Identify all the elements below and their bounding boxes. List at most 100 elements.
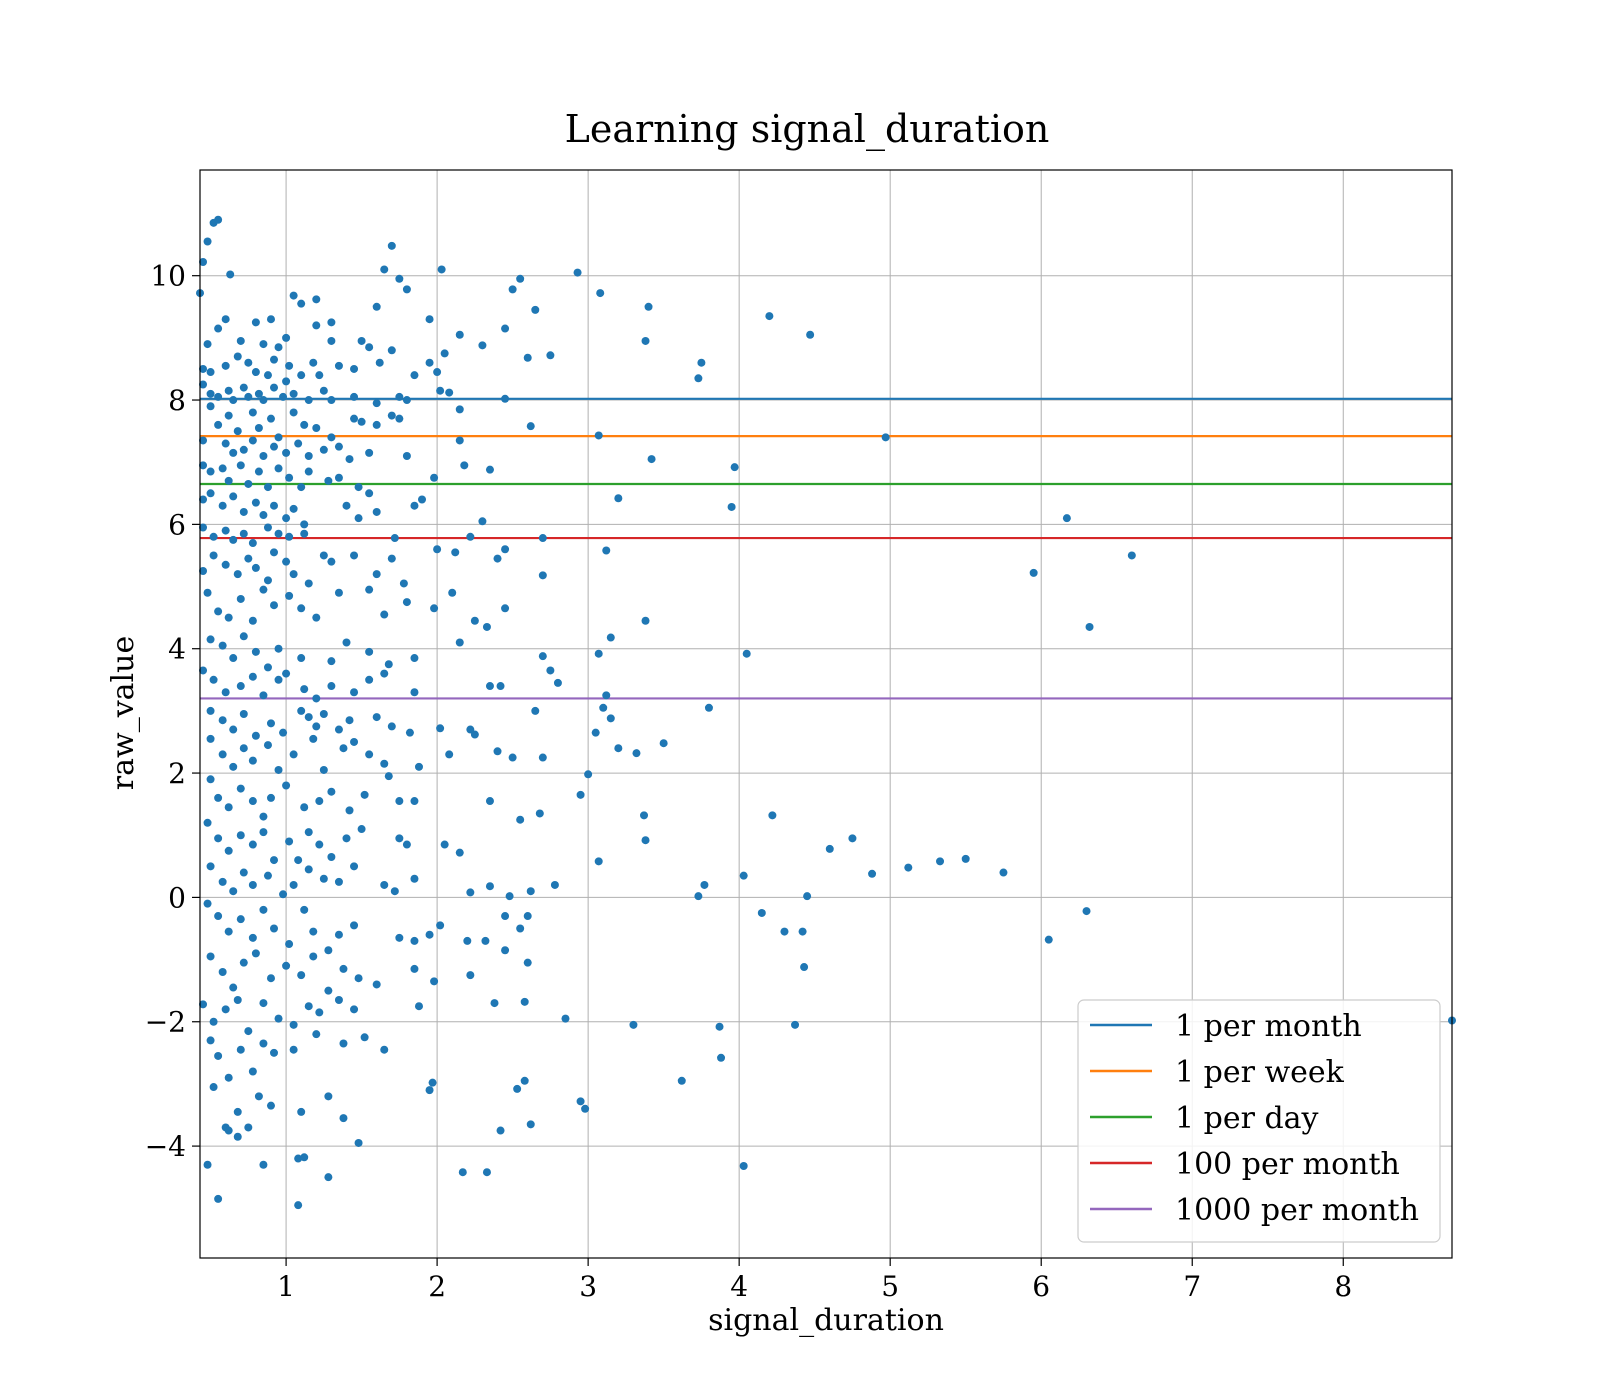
data-point (516, 815, 525, 824)
data-point (233, 995, 242, 1004)
data-point (263, 663, 272, 672)
data-point (312, 295, 321, 304)
data-point (414, 1002, 423, 1011)
data-point (206, 489, 215, 498)
data-point (538, 534, 547, 543)
data-point (319, 386, 328, 395)
data-point (334, 473, 343, 482)
data-point (372, 570, 381, 579)
data-point (647, 455, 656, 464)
data-point (224, 846, 233, 855)
data-point (1082, 907, 1091, 916)
x-tick-label: 3 (579, 1270, 597, 1303)
data-point (380, 610, 389, 619)
data-point (251, 949, 260, 958)
data-point (229, 887, 238, 896)
data-point (516, 274, 525, 283)
data-point (248, 756, 257, 765)
data-point (868, 869, 877, 878)
data-point (334, 930, 343, 939)
data-point (304, 396, 313, 405)
data-point (300, 1153, 309, 1162)
data-point (289, 1020, 298, 1029)
data-point (380, 1045, 389, 1054)
data-point (224, 411, 233, 420)
data-point (206, 706, 215, 715)
data-point (904, 863, 913, 872)
data-point (266, 719, 275, 728)
data-point (266, 793, 275, 802)
data-point (584, 770, 593, 779)
data-point (365, 585, 374, 594)
data-point (327, 682, 336, 691)
data-point (300, 520, 309, 529)
data-point (739, 1161, 748, 1170)
y-axis-label: raw_value (106, 636, 141, 790)
data-point (523, 353, 532, 362)
data-point (848, 834, 857, 843)
data-point (466, 725, 475, 734)
data-point (405, 728, 414, 737)
data-point (312, 722, 321, 731)
data-point (478, 517, 487, 526)
data-point (236, 915, 245, 924)
data-point (402, 840, 411, 849)
data-point (390, 887, 399, 896)
data-point (304, 1002, 313, 1011)
data-point (214, 392, 223, 401)
legend-label: 1000 per month (1175, 1193, 1419, 1228)
data-point (244, 554, 253, 563)
data-point (334, 442, 343, 451)
data-point (259, 340, 268, 349)
legend-label: 1 per week (1175, 1055, 1345, 1090)
data-point (345, 806, 354, 815)
data-point (365, 750, 374, 759)
data-point (218, 877, 227, 886)
x-tick-label: 5 (881, 1270, 899, 1303)
data-point (289, 408, 298, 417)
data-point (289, 504, 298, 513)
data-point (458, 1168, 467, 1177)
data-point (199, 258, 208, 267)
data-point (546, 666, 555, 675)
data-point (218, 641, 227, 650)
data-point (350, 414, 359, 423)
data-point (312, 321, 321, 330)
data-point (221, 688, 230, 697)
data-point (285, 591, 294, 600)
data-point (282, 961, 291, 970)
data-point (410, 964, 419, 973)
data-point (372, 713, 381, 722)
data-point (199, 567, 208, 576)
data-point (538, 753, 547, 762)
data-point (239, 958, 248, 967)
data-point (282, 557, 291, 566)
data-point (309, 952, 318, 961)
data-point (425, 358, 434, 367)
data-point (490, 999, 499, 1008)
data-point (300, 803, 309, 812)
data-point (436, 724, 445, 733)
data-point (248, 436, 257, 445)
data-point (694, 892, 703, 901)
x-axis-label: signal_duration (708, 1303, 944, 1338)
data-point (244, 1123, 253, 1132)
data-point (294, 1154, 303, 1163)
data-point (236, 461, 245, 470)
data-point (410, 936, 419, 945)
data-point (263, 483, 272, 492)
data-point (263, 523, 272, 532)
data-point (715, 1022, 724, 1031)
data-point (360, 1033, 369, 1042)
data-point (508, 753, 517, 762)
data-point (641, 836, 650, 845)
data-point (270, 548, 279, 557)
plot-frame (199, 169, 1453, 1259)
data-point (704, 703, 713, 712)
data-point (455, 848, 464, 857)
data-point (357, 825, 366, 834)
data-point (425, 1086, 434, 1095)
data-point (297, 299, 306, 308)
data-point (780, 927, 789, 936)
data-point (1085, 622, 1094, 631)
